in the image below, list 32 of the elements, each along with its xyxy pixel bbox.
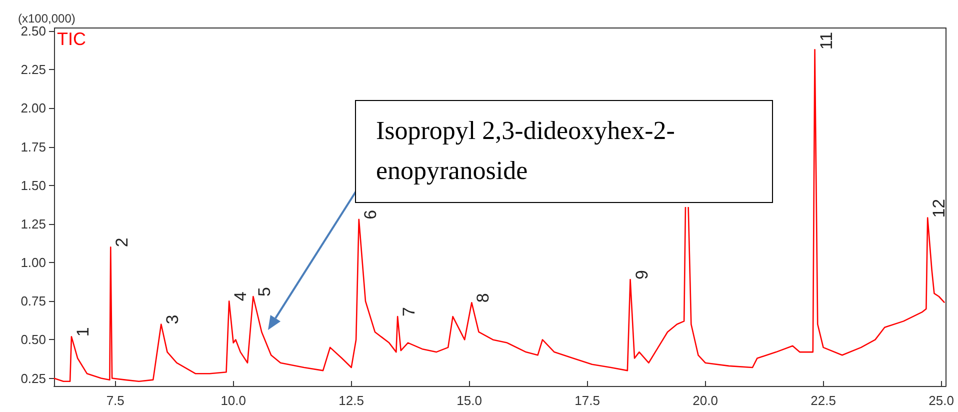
y-tick-label: 0.25 xyxy=(20,370,46,386)
callout-box: Isopropyl 2,3-dideoxyhex-2-enopyranoside xyxy=(355,100,773,203)
y-tick-label: 0.75 xyxy=(20,294,46,309)
annotation: 6 xyxy=(360,210,380,220)
y-axis-title: (x100,000) xyxy=(18,12,76,26)
x-tick-label: 15.0 xyxy=(456,393,482,408)
annotation: 11 xyxy=(816,32,836,50)
annotation: 9 xyxy=(632,270,652,280)
annotation: 4 xyxy=(231,292,250,302)
y-tick-label: 0.50 xyxy=(20,332,46,348)
text: TIC xyxy=(57,29,86,49)
annotation: 2 xyxy=(112,238,132,248)
y-tick-label: 1.75 xyxy=(20,139,46,154)
y-tick-label: 2.00 xyxy=(20,100,46,116)
y-tick-label: 1.00 xyxy=(20,255,46,270)
y-tick-label: 2.50 xyxy=(20,24,46,39)
y-tick-label: 1.50 xyxy=(20,178,46,193)
annotation: 3 xyxy=(163,314,182,324)
annotation: 5 xyxy=(255,287,274,296)
x-tick-label: 22.5 xyxy=(810,393,836,408)
x-tick-label: 10.0 xyxy=(220,393,246,408)
annotation: 12 xyxy=(930,198,949,218)
y-tick-label: 1.25 xyxy=(20,216,46,232)
annotation: 7 xyxy=(400,307,419,317)
x-tick-label: 25.0 xyxy=(928,393,954,408)
x-tick-label: 7.5 xyxy=(106,393,124,408)
x-tick-label: 12.5 xyxy=(338,393,364,408)
x-tick-label: 20.0 xyxy=(692,393,718,408)
x-tick-label: 17.5 xyxy=(574,393,600,408)
annotation: 8 xyxy=(474,293,493,303)
y-tick-label: 2.25 xyxy=(20,62,46,78)
annotation: 1 xyxy=(73,327,92,337)
